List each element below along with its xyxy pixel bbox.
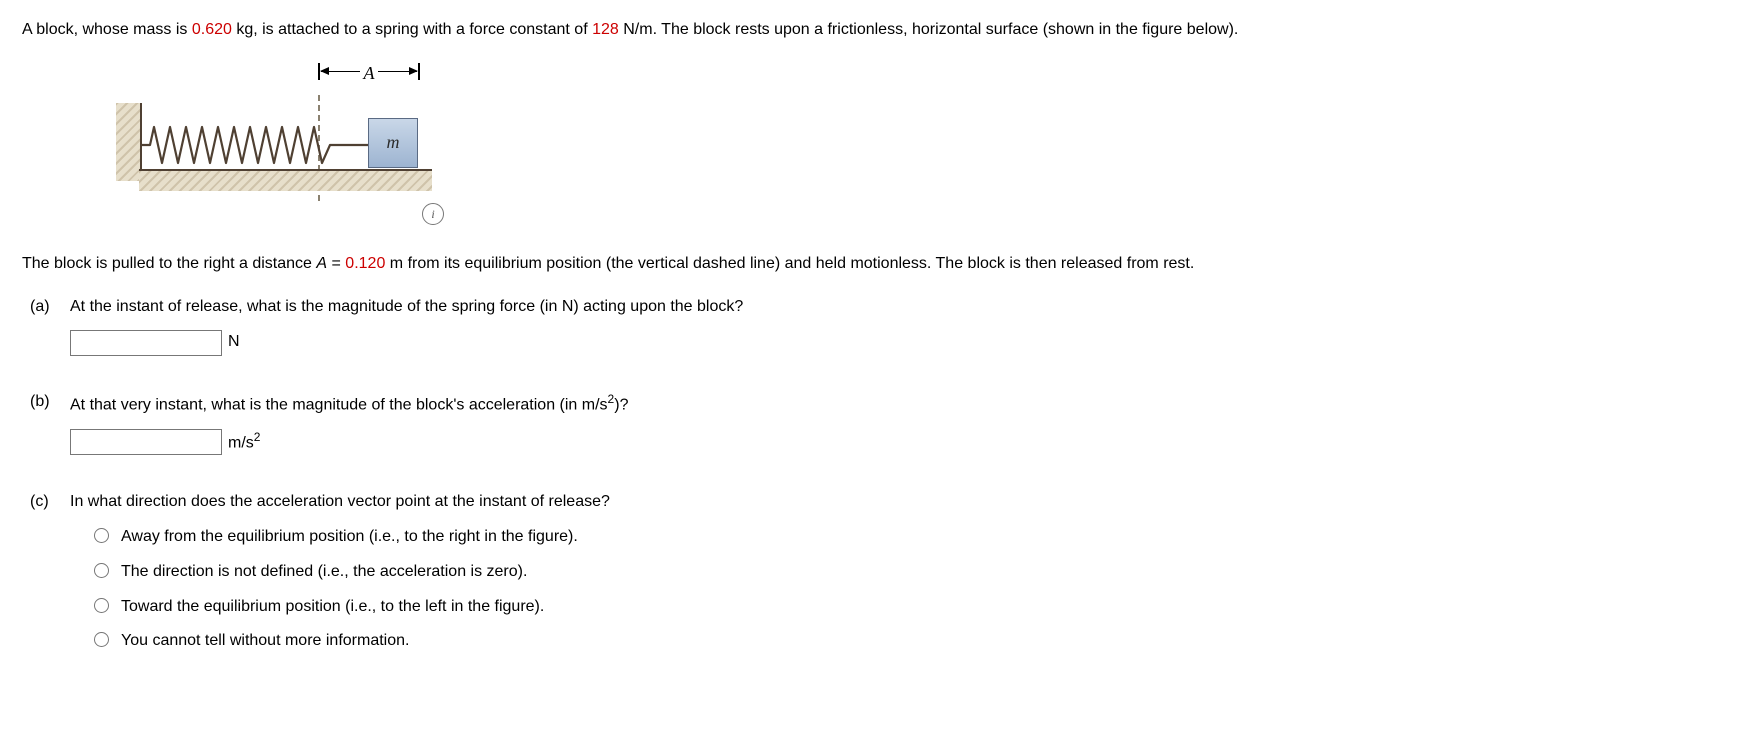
mass-block: m bbox=[368, 118, 418, 168]
answer-b-unit: m/s2 bbox=[228, 428, 260, 456]
setup-text-1: The block is pulled to the right a dista… bbox=[22, 255, 316, 272]
option-c-4[interactable]: You cannot tell without more information… bbox=[70, 629, 1717, 654]
question-a-text: At the instant of release, what is the m… bbox=[70, 295, 1717, 320]
figure-container: A m i bbox=[122, 63, 442, 227]
mass-value: 0.620 bbox=[192, 21, 232, 38]
option-c-2-radio[interactable] bbox=[94, 563, 109, 578]
intro-text-1: A block, whose mass is bbox=[22, 21, 192, 38]
option-c-3-label: Toward the equilibrium position (i.e., t… bbox=[121, 595, 544, 620]
amplitude-value: 0.120 bbox=[345, 255, 385, 272]
option-c-3-radio[interactable] bbox=[94, 598, 109, 613]
question-a: (a) At the instant of release, what is t… bbox=[22, 295, 1717, 356]
amplitude-dimension: A bbox=[318, 63, 420, 87]
spring-constant-value: 128 bbox=[592, 21, 619, 38]
question-c-options: Away from the equilibrium position (i.e.… bbox=[70, 525, 1717, 654]
option-c-2[interactable]: The direction is not defined (i.e., the … bbox=[70, 560, 1717, 585]
option-c-4-label: You cannot tell without more information… bbox=[121, 629, 409, 654]
answer-a-input[interactable] bbox=[70, 330, 222, 356]
question-b-text: At that very instant, what is the magnit… bbox=[70, 390, 1717, 418]
floor bbox=[139, 169, 432, 191]
question-b: (b) At that very instant, what is the ma… bbox=[22, 390, 1717, 456]
question-c: (c) In what direction does the accelerat… bbox=[22, 490, 1717, 664]
option-c-1-radio[interactable] bbox=[94, 528, 109, 543]
intro-text-2: kg, is attached to a spring with a force… bbox=[232, 21, 592, 38]
question-b-label: (b) bbox=[22, 390, 70, 456]
info-icon[interactable]: i bbox=[422, 203, 444, 225]
question-c-text: In what direction does the acceleration … bbox=[70, 490, 1717, 515]
intro-text-3: N/m. The block rests upon a frictionless… bbox=[619, 21, 1239, 38]
answer-a-unit: N bbox=[228, 330, 240, 355]
spring-icon bbox=[140, 125, 368, 165]
amplitude-label: A bbox=[360, 60, 378, 88]
physics-figure: A m bbox=[122, 63, 432, 191]
option-c-1[interactable]: Away from the equilibrium position (i.e.… bbox=[70, 525, 1717, 550]
question-c-label: (c) bbox=[22, 490, 70, 664]
option-c-4-radio[interactable] bbox=[94, 632, 109, 647]
intro-paragraph: A block, whose mass is 0.620 kg, is atta… bbox=[22, 18, 1717, 43]
setup-paragraph: The block is pulled to the right a dista… bbox=[22, 252, 1717, 277]
option-c-2-label: The direction is not defined (i.e., the … bbox=[121, 560, 527, 585]
answer-b-input[interactable] bbox=[70, 429, 222, 455]
block-label: m bbox=[387, 129, 400, 157]
question-a-label: (a) bbox=[22, 295, 70, 356]
option-c-1-label: Away from the equilibrium position (i.e.… bbox=[121, 525, 578, 550]
equals-text: = bbox=[327, 255, 345, 272]
amplitude-symbol: A bbox=[316, 255, 327, 272]
option-c-3[interactable]: Toward the equilibrium position (i.e., t… bbox=[70, 595, 1717, 620]
setup-text-2: m from its equilibrium position (the ver… bbox=[385, 255, 1194, 272]
